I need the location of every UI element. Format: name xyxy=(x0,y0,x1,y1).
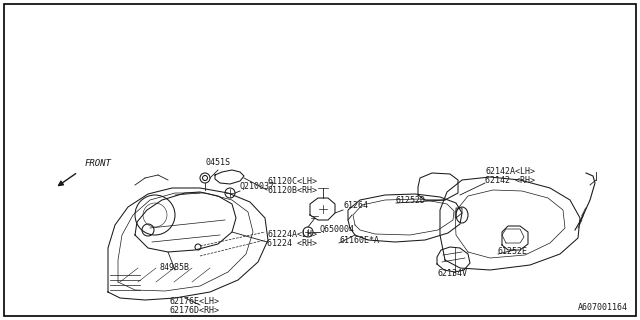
Text: 61264: 61264 xyxy=(343,201,368,210)
Text: 62176D<RH>: 62176D<RH> xyxy=(170,306,220,315)
Text: 61120C<LH>: 61120C<LH> xyxy=(267,177,317,186)
Text: 62142A<LH>: 62142A<LH> xyxy=(485,167,535,176)
Text: 61160E*A: 61160E*A xyxy=(339,236,379,245)
Text: 62142 <RH>: 62142 <RH> xyxy=(485,176,535,185)
Text: 61120B<RH>: 61120B<RH> xyxy=(267,186,317,195)
Text: 0451S: 0451S xyxy=(205,158,230,167)
Text: 62134V: 62134V xyxy=(438,269,468,278)
Text: Q210037: Q210037 xyxy=(240,182,275,191)
Text: 61224A<LH>: 61224A<LH> xyxy=(267,230,317,239)
Text: 61224 <RH>: 61224 <RH> xyxy=(267,239,317,248)
Text: 62176E<LH>: 62176E<LH> xyxy=(170,297,220,306)
Text: 61252D: 61252D xyxy=(396,196,426,205)
Text: FRONT: FRONT xyxy=(85,159,112,168)
Text: Q650004: Q650004 xyxy=(320,225,355,234)
Text: 84985B: 84985B xyxy=(160,263,190,272)
Text: 61252E: 61252E xyxy=(498,247,528,256)
Text: A607001164: A607001164 xyxy=(578,303,628,312)
